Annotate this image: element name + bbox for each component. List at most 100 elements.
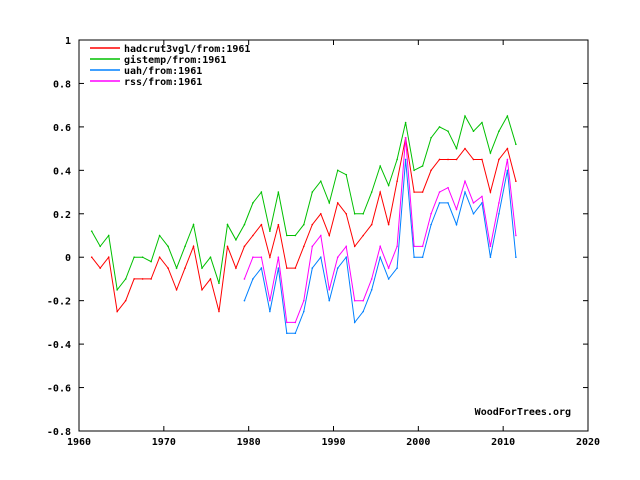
- data-point: [438, 202, 441, 204]
- x-tick-label: 2000: [406, 437, 430, 448]
- series-line-1: [91, 114, 517, 292]
- data-point: [387, 184, 390, 187]
- data-point: [235, 267, 237, 269]
- data-point: [353, 299, 356, 302]
- data-point: [90, 256, 93, 259]
- data-point: [201, 267, 203, 269]
- data-point: [472, 202, 475, 204]
- y-tick-label: 0.8: [53, 79, 71, 90]
- data-point: [413, 245, 415, 248]
- data-point: [379, 245, 381, 248]
- data-point: [396, 180, 398, 182]
- data-point: [353, 321, 356, 324]
- data-point: [150, 260, 152, 263]
- data-point: [404, 158, 407, 161]
- data-point: [260, 223, 263, 226]
- data-point: [430, 169, 432, 172]
- data-point: [328, 299, 331, 302]
- data-point: [345, 173, 348, 176]
- data-point: [498, 158, 500, 161]
- data-point: [260, 256, 263, 259]
- data-point: [515, 180, 517, 182]
- data-point: [269, 230, 271, 232]
- data-point: [430, 136, 432, 139]
- data-point: [404, 121, 407, 124]
- data-point: [455, 223, 458, 226]
- data-point: [455, 158, 458, 161]
- data-point: [158, 256, 161, 259]
- data-point: [430, 212, 432, 215]
- data-point: [447, 130, 449, 133]
- data-point: [175, 267, 178, 269]
- data-point: [353, 212, 356, 215]
- data-point: [421, 256, 424, 259]
- data-point: [124, 299, 127, 302]
- y-tick-label: 0.6: [53, 123, 71, 134]
- data-point: [430, 223, 432, 226]
- data-point: [370, 191, 373, 193]
- y-tick-label: 0.2: [53, 210, 71, 221]
- data-point: [99, 267, 102, 269]
- data-point: [277, 267, 280, 269]
- data-point: [370, 289, 373, 291]
- data-point: [336, 256, 339, 259]
- data-point: [167, 267, 169, 269]
- data-point: [498, 130, 500, 133]
- data-point: [277, 223, 280, 226]
- data-point: [124, 278, 127, 280]
- data-point: [260, 191, 263, 193]
- x-tick-label: 1990: [321, 437, 345, 448]
- data-point: [167, 245, 169, 248]
- data-point: [319, 256, 322, 259]
- data-point: [345, 256, 348, 259]
- data-point: [336, 267, 339, 269]
- data-point: [489, 152, 492, 154]
- data-point: [370, 278, 373, 280]
- data-point: [328, 289, 331, 291]
- data-point: [379, 165, 381, 167]
- x-tick-label: 1980: [237, 437, 261, 448]
- data-point: [396, 267, 398, 269]
- data-point: [243, 278, 246, 280]
- data-point: [404, 136, 407, 139]
- legend-label: rss/from:1961: [124, 77, 202, 88]
- x-tick-label: 2020: [576, 437, 600, 448]
- data-point: [286, 267, 288, 269]
- data-point: [158, 234, 161, 237]
- data-point: [387, 278, 390, 280]
- data-point: [311, 267, 314, 269]
- data-point: [489, 256, 492, 259]
- data-point: [319, 212, 322, 215]
- data-point: [464, 180, 466, 182]
- data-point: [201, 289, 203, 291]
- data-point: [116, 289, 118, 291]
- data-point: [107, 234, 110, 237]
- data-point: [150, 278, 152, 280]
- data-point: [481, 121, 483, 124]
- data-point: [447, 158, 449, 161]
- data-point: [336, 169, 339, 172]
- data-point: [243, 223, 246, 226]
- data-point: [413, 256, 415, 259]
- data-point: [379, 256, 381, 259]
- data-point: [396, 245, 398, 248]
- data-point: [303, 299, 305, 302]
- data-point: [438, 158, 441, 161]
- data-point: [192, 223, 195, 226]
- data-point: [226, 245, 229, 248]
- x-tick-label: 1970: [152, 437, 176, 448]
- data-point: [286, 321, 288, 324]
- data-point: [286, 332, 288, 335]
- data-point: [235, 239, 237, 241]
- data-point: [218, 310, 220, 313]
- data-point: [303, 245, 305, 248]
- data-point: [515, 234, 517, 237]
- data-point: [447, 186, 449, 189]
- data-point: [192, 245, 195, 248]
- data-point: [387, 267, 390, 269]
- data-point: [252, 234, 254, 237]
- data-point: [269, 310, 271, 313]
- data-point: [319, 234, 322, 237]
- data-point: [184, 245, 186, 248]
